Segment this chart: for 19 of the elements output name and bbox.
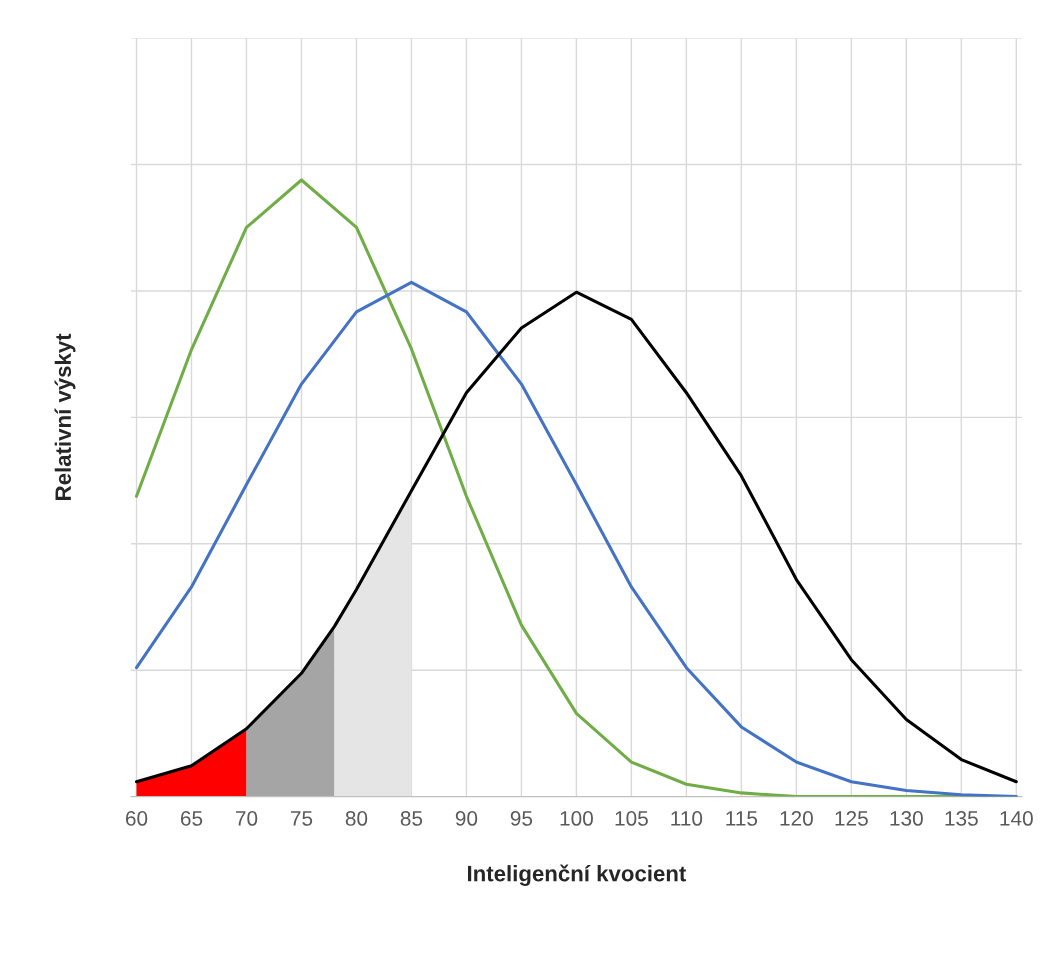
x-tick-label: 120 [780, 811, 813, 826]
x-tick-label: 130 [890, 811, 923, 826]
x-tick-label: 115 [726, 811, 758, 826]
x-tick-label: 125 [835, 811, 868, 826]
x-axis-title: Inteligenční kvocient [468, 864, 687, 886]
x-tick-label: 95 [510, 811, 533, 826]
x-tick-label: 65 [180, 811, 203, 826]
x-tick-label: 90 [455, 811, 478, 826]
y-axis-title: Relativní výskyt [54, 333, 76, 500]
x-tick-label: 60 [125, 811, 148, 826]
x-tick-label: 100 [560, 811, 593, 826]
x-tick-label: 85 [400, 811, 423, 826]
x-tick-label: 105 [615, 811, 648, 826]
x-tick-label: 70 [235, 811, 258, 826]
x-tick-label: 135 [945, 811, 978, 826]
x-tick-label: 80 [345, 811, 368, 826]
x-tick-label: 110 [671, 811, 703, 826]
x-tick-label: 75 [290, 811, 313, 826]
x-tick-label: 140 [1000, 811, 1033, 826]
